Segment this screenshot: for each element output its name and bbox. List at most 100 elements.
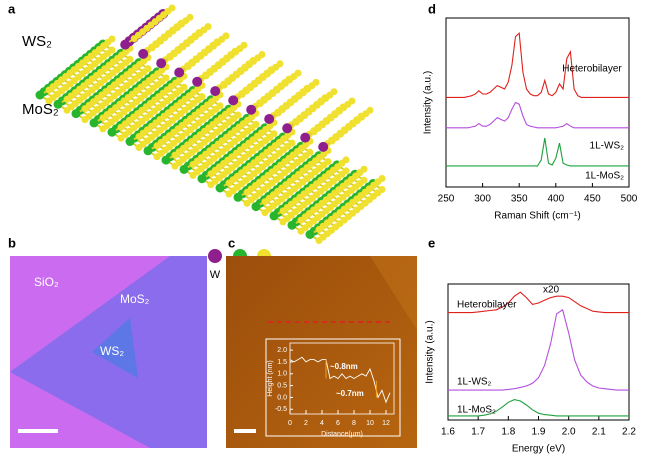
w-atom — [246, 104, 257, 115]
w-atom — [282, 123, 293, 134]
x-axis-label: Distance(μm) — [321, 431, 363, 438]
s-atom — [297, 216, 305, 224]
series-label: 1L-WS₂ — [590, 141, 625, 152]
annotation: ~0.8nm — [330, 362, 358, 371]
x-tick-label: 12 — [382, 420, 390, 427]
x-tick-label: 2.1 — [592, 427, 606, 438]
s-atom — [297, 227, 305, 235]
inset-frame — [265, 338, 401, 437]
mo-atom — [233, 192, 243, 202]
crystal-model — [35, 4, 386, 244]
y-axis-label: Height (nm) — [267, 360, 274, 397]
plot-frame — [289, 342, 395, 415]
s-atom — [148, 44, 156, 52]
series-line — [289, 356, 391, 404]
x-tick-label: 450 — [584, 194, 601, 205]
x-tick-label: 1.6 — [441, 427, 455, 438]
legend-atom — [208, 249, 222, 263]
annotation: x20 — [543, 285, 560, 296]
x-tick-label: 400 — [547, 194, 564, 205]
mo-atom — [107, 127, 117, 137]
x-tick-label: 2.2 — [622, 427, 636, 438]
x-tick-label: 500 — [621, 194, 638, 205]
x-tick-label: 2.0 — [562, 427, 576, 438]
mo-atom — [197, 174, 207, 184]
s-atom — [117, 134, 125, 142]
s-atom — [310, 128, 318, 136]
x-tick-label: 300 — [474, 194, 491, 205]
x-tick-label: 1.8 — [501, 427, 515, 438]
w-atom — [264, 114, 275, 124]
panel-label: b — [8, 235, 16, 250]
series-line — [446, 137, 629, 167]
mo-atom — [125, 137, 135, 146]
x-tick-label: 8 — [352, 420, 356, 427]
y-axis-label: Intensity (a.u.) — [423, 71, 434, 134]
w-atom — [120, 39, 131, 50]
s-atom — [225, 190, 233, 198]
s-atom — [279, 207, 287, 215]
s-atom — [135, 144, 143, 151]
mo-atom — [215, 183, 225, 193]
s-atom — [220, 81, 228, 89]
mo-atom — [71, 109, 81, 119]
s-atom — [292, 118, 300, 126]
series-line — [448, 291, 629, 314]
s-atom — [153, 153, 161, 161]
s-atom — [261, 209, 269, 217]
s-atom — [279, 218, 287, 226]
y-tick-label: 2.0 — [277, 347, 287, 354]
s-atom — [63, 106, 71, 114]
s-atom — [315, 237, 323, 244]
w-atom — [192, 76, 203, 87]
s-atom — [171, 162, 179, 170]
s-atom — [171, 151, 179, 159]
s-atom — [45, 97, 53, 105]
x-tick-label: 4 — [320, 420, 324, 427]
y-tick-label: -0.5 — [275, 406, 287, 413]
x-axis-label: Raman Shift (cm⁻¹) — [494, 211, 580, 222]
s-atom — [189, 160, 197, 168]
y-tick-label: 0.5 — [277, 382, 287, 389]
s-atom — [153, 142, 161, 150]
x-tick-label: 250 — [438, 194, 455, 205]
panel-label: c — [228, 235, 235, 250]
w-atom — [318, 141, 329, 152]
series-line — [446, 32, 629, 98]
scale-bar — [18, 429, 58, 433]
series-line — [446, 101, 629, 129]
x-tick-label: 2 — [304, 420, 308, 427]
mo-atom — [251, 202, 261, 212]
scale-bar — [234, 429, 256, 433]
mo-atom — [161, 155, 171, 165]
mo-atom — [143, 146, 153, 156]
y-tick-label: 1.5 — [277, 359, 287, 366]
series-label: 1L-WS₂ — [457, 377, 492, 388]
s-atom — [243, 199, 251, 207]
y-tick-label: 1.0 — [277, 371, 287, 378]
mo-atom — [269, 211, 279, 221]
w-atom — [228, 95, 239, 106]
x-tick-label: 6 — [336, 420, 340, 427]
y-tick-label: 0.0 — [277, 394, 287, 401]
series-line — [448, 308, 629, 391]
s-atom — [184, 63, 192, 70]
s-atom — [207, 181, 215, 189]
region-label: SiO₂ — [34, 275, 59, 289]
s-atom — [99, 114, 107, 122]
region-label: MoS₂ — [120, 292, 150, 306]
ws2-flake — [92, 318, 138, 378]
s-atom — [99, 125, 107, 133]
s-atom — [274, 109, 282, 117]
afm-image — [226, 256, 417, 448]
x-tick-label: 10 — [366, 420, 374, 427]
annotation: ~0.7nm — [336, 389, 364, 398]
series-line — [448, 399, 629, 417]
s-atom — [243, 188, 251, 196]
series-label: 1L-MoS₂ — [457, 405, 496, 416]
panel-label: e — [428, 235, 435, 250]
panel-label: a — [8, 1, 16, 16]
series-label: 1L-MoS₂ — [585, 171, 624, 182]
s-atom — [45, 86, 53, 94]
